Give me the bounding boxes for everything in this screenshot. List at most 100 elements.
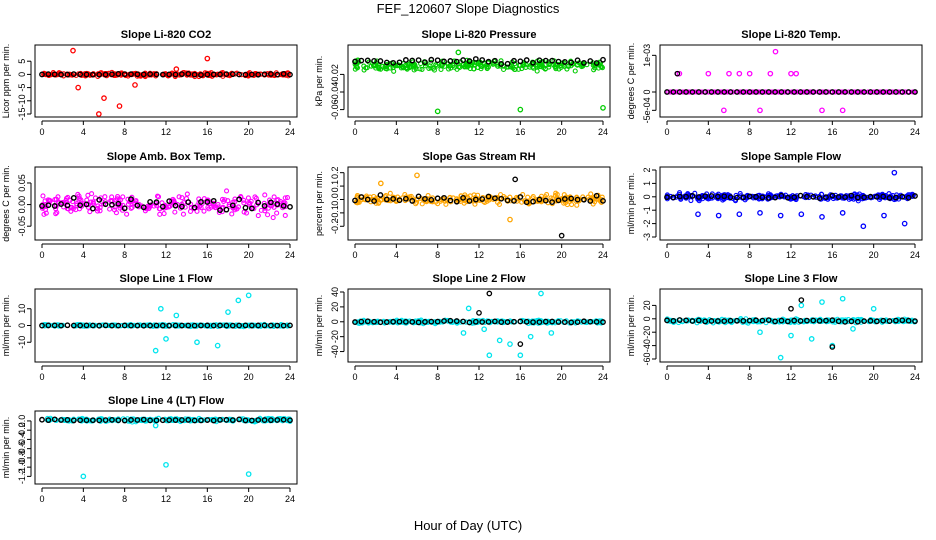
outlier-point <box>819 214 825 220</box>
data-point <box>428 196 435 203</box>
data-point <box>265 205 271 211</box>
data-point <box>198 322 204 329</box>
outlier-point <box>870 305 877 312</box>
data-point <box>537 60 543 66</box>
outlier-point <box>157 305 164 312</box>
data-point <box>383 63 389 69</box>
data-point <box>271 194 277 200</box>
data-point <box>842 89 848 95</box>
data-point <box>581 196 587 203</box>
data-point <box>905 317 912 324</box>
data-point <box>683 193 689 200</box>
data-point <box>213 204 219 211</box>
data-point <box>243 210 250 216</box>
data-point <box>463 319 469 325</box>
data-point <box>810 193 817 200</box>
data-point <box>434 57 441 64</box>
data-point <box>147 199 154 205</box>
data-point <box>109 71 115 78</box>
data-point <box>479 57 486 63</box>
data-point <box>886 89 893 95</box>
data-point <box>546 64 552 70</box>
data-point <box>740 318 747 324</box>
data-point <box>402 318 409 325</box>
data-point <box>542 318 549 325</box>
y-tick-label: 0 <box>642 316 652 321</box>
data-point <box>727 89 734 95</box>
data-point <box>854 194 861 201</box>
data-point <box>428 56 435 63</box>
data-point <box>721 318 728 324</box>
data-point <box>587 318 594 325</box>
data-point <box>426 65 432 72</box>
data-point <box>870 318 877 324</box>
y-axis-label: percent per min. <box>314 171 324 236</box>
outlier-point <box>788 305 794 312</box>
data-point <box>523 199 530 206</box>
panel-title: Slope Line 4 (LT) Flow <box>108 395 224 407</box>
outlier-point <box>829 344 836 350</box>
data-point <box>255 417 262 423</box>
data-point <box>77 202 84 209</box>
data-point <box>287 71 293 78</box>
data-point <box>153 71 160 78</box>
x-tick-label: 4 <box>394 250 399 260</box>
data-point <box>835 194 842 200</box>
outlier-point <box>80 473 87 480</box>
y-tick-label: -10 <box>17 94 27 107</box>
data-point <box>419 201 425 207</box>
data-point <box>121 417 128 424</box>
data-point <box>425 192 431 199</box>
data-point <box>129 204 135 211</box>
outlier-point <box>736 211 743 218</box>
data-point <box>219 196 226 203</box>
data-point <box>434 195 441 202</box>
data-point <box>772 194 779 201</box>
data-point <box>433 62 439 68</box>
outlier-point <box>517 341 524 347</box>
data-point <box>128 71 134 78</box>
data-point <box>517 58 524 65</box>
outlier-point <box>204 55 211 62</box>
data-point <box>125 201 131 207</box>
data-point <box>70 417 77 424</box>
x-tick-label: 4 <box>81 127 86 137</box>
data-point <box>893 317 899 324</box>
data-point <box>178 203 185 210</box>
data-point <box>102 71 109 78</box>
data-point <box>287 322 293 329</box>
panel-3: Slope Li-820 Temp. degrees C per min. 0 4 8 1… <box>626 29 923 137</box>
outlier-point <box>788 70 794 77</box>
panel-5: Slope Gas Stream RH percent per min. 0 4 8 12… <box>314 151 611 260</box>
data-point <box>84 197 90 203</box>
data-point <box>409 198 416 204</box>
y-tick-label: 20 <box>330 302 340 312</box>
panel-8: Slope Line 2 Flow ml/min per min. 0 4 8 12 16 2… <box>314 273 611 382</box>
data-point <box>561 196 568 202</box>
data-point <box>784 194 791 201</box>
outlier-point <box>173 66 180 72</box>
x-tick-label: 4 <box>394 372 399 382</box>
data-point <box>508 64 514 70</box>
figure-title: FEF_120607 Slope Diagnostics <box>377 1 560 16</box>
data-point <box>159 417 166 424</box>
data-point <box>282 212 288 219</box>
y-tick-label: -0.4 <box>17 432 27 448</box>
outlier-point <box>558 232 565 239</box>
outlier-point <box>512 176 519 183</box>
data-point <box>172 71 179 78</box>
y-tick-label: 0 <box>642 194 652 199</box>
data-point <box>873 193 880 200</box>
data-point <box>781 89 787 95</box>
data-point <box>743 89 749 95</box>
outlier-point <box>881 212 887 219</box>
data-point <box>282 195 288 201</box>
outlier-point <box>793 70 800 77</box>
data-point <box>546 62 552 68</box>
data-point <box>185 199 192 206</box>
x-tick-label: 24 <box>285 127 295 137</box>
data-point <box>364 196 371 203</box>
data-point <box>381 318 387 324</box>
data-point <box>241 200 247 206</box>
x-tick-label: 8 <box>435 372 440 382</box>
